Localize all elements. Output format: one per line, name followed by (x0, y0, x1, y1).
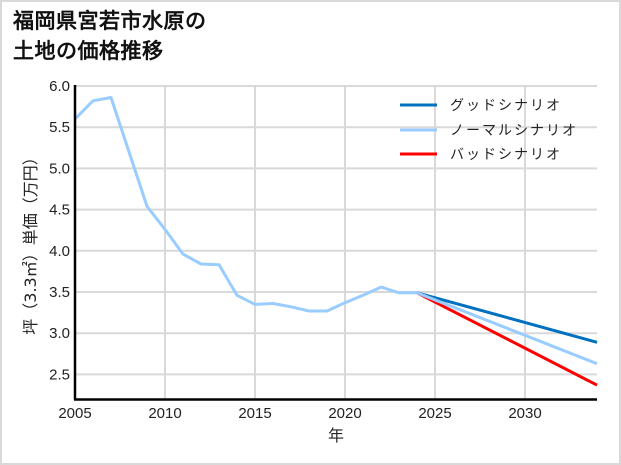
legend-label: バッドシナリオ (450, 147, 562, 163)
chart-title-line2: 土地の価格推移 (13, 39, 164, 63)
y-tick-label: 2.5 (49, 366, 70, 383)
axes (73, 85, 597, 401)
y-tick-label: 3.5 (49, 284, 70, 301)
legend-label: グッドシナリオ (450, 98, 562, 114)
legend-item: ノーマルシナリオ (400, 123, 578, 139)
y-axis-ticks: 2.5 3.0 3.5 4.0 4.5 5.0 5.5 6.0 (49, 78, 70, 383)
y-tick-label: 4.0 (49, 243, 70, 260)
x-tick-label: 2020 (328, 405, 361, 422)
x-axis-label: 年 (328, 426, 344, 445)
y-tick-label: 4.5 (49, 202, 70, 219)
legend-label: ノーマルシナリオ (450, 123, 578, 139)
legend-item: グッドシナリオ (400, 98, 562, 114)
series-bad-line (416, 291, 598, 387)
legend-item: バッドシナリオ (400, 147, 562, 163)
x-tick-label: 2005 (58, 405, 91, 422)
x-tick-label: 2025 (418, 405, 451, 422)
series-actual-line (73, 96, 417, 313)
x-axis-ticks: 2005 2010 2015 2020 2025 2030 (58, 405, 541, 422)
y-tick-label: 3.0 (49, 325, 70, 342)
y-tick-label: 5.5 (49, 119, 70, 136)
x-tick-label: 2015 (238, 405, 271, 422)
y-tick-label: 5.0 (49, 160, 70, 177)
gridlines (75, 85, 597, 399)
y-tick-label: 6.0 (49, 78, 70, 95)
x-tick-label: 2030 (508, 405, 541, 422)
data-series (73, 96, 598, 387)
series-normal-line (416, 291, 598, 366)
series-good-line (416, 291, 598, 344)
chart-title-line1: 福岡県宮若市水原の (13, 9, 207, 33)
x-tick-label: 2010 (148, 405, 181, 422)
chart-title: 福岡県宮若市水原の 土地の価格推移 (13, 6, 207, 66)
y-axis-label: 坪（3.3㎡）単価（万円） (21, 149, 40, 334)
